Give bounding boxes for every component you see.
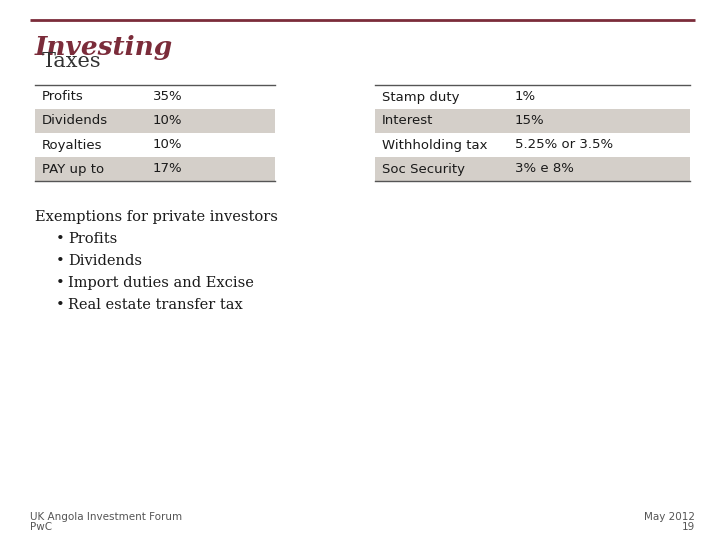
Text: Royalties: Royalties — [42, 138, 102, 152]
Text: May 2012: May 2012 — [644, 512, 695, 522]
Text: Dividends: Dividends — [68, 254, 142, 268]
Text: 35%: 35% — [153, 91, 183, 104]
Text: 19: 19 — [682, 522, 695, 532]
Text: Import duties and Excise: Import duties and Excise — [68, 276, 254, 290]
Text: PAY up to: PAY up to — [42, 163, 104, 176]
Text: 5.25% or 3.5%: 5.25% or 3.5% — [515, 138, 613, 152]
Bar — [375, 109, 690, 133]
Text: Dividends: Dividends — [42, 114, 108, 127]
Text: •: • — [56, 232, 65, 246]
Text: Soc Security: Soc Security — [382, 163, 465, 176]
Text: 1%: 1% — [515, 91, 536, 104]
Text: Taxes: Taxes — [42, 52, 102, 71]
Text: 10%: 10% — [153, 114, 182, 127]
Text: •: • — [56, 254, 65, 268]
Text: 3% e 8%: 3% e 8% — [515, 163, 574, 176]
Text: Interest: Interest — [382, 114, 433, 127]
Text: Withholding tax: Withholding tax — [382, 138, 487, 152]
Text: Investing: Investing — [35, 35, 174, 60]
Bar — [35, 157, 275, 181]
Bar — [35, 109, 275, 133]
Bar — [375, 157, 690, 181]
Text: •: • — [56, 276, 65, 290]
Text: Profits: Profits — [42, 91, 84, 104]
Text: PwC: PwC — [30, 522, 52, 532]
Text: Exemptions for private investors: Exemptions for private investors — [35, 210, 278, 224]
Text: 15%: 15% — [515, 114, 544, 127]
Text: UK Angola Investment Forum: UK Angola Investment Forum — [30, 512, 182, 522]
Text: •: • — [56, 298, 65, 312]
Text: 10%: 10% — [153, 138, 182, 152]
Text: Profits: Profits — [68, 232, 117, 246]
Text: Stamp duty: Stamp duty — [382, 91, 459, 104]
Text: 17%: 17% — [153, 163, 183, 176]
Text: Real estate transfer tax: Real estate transfer tax — [68, 298, 243, 312]
